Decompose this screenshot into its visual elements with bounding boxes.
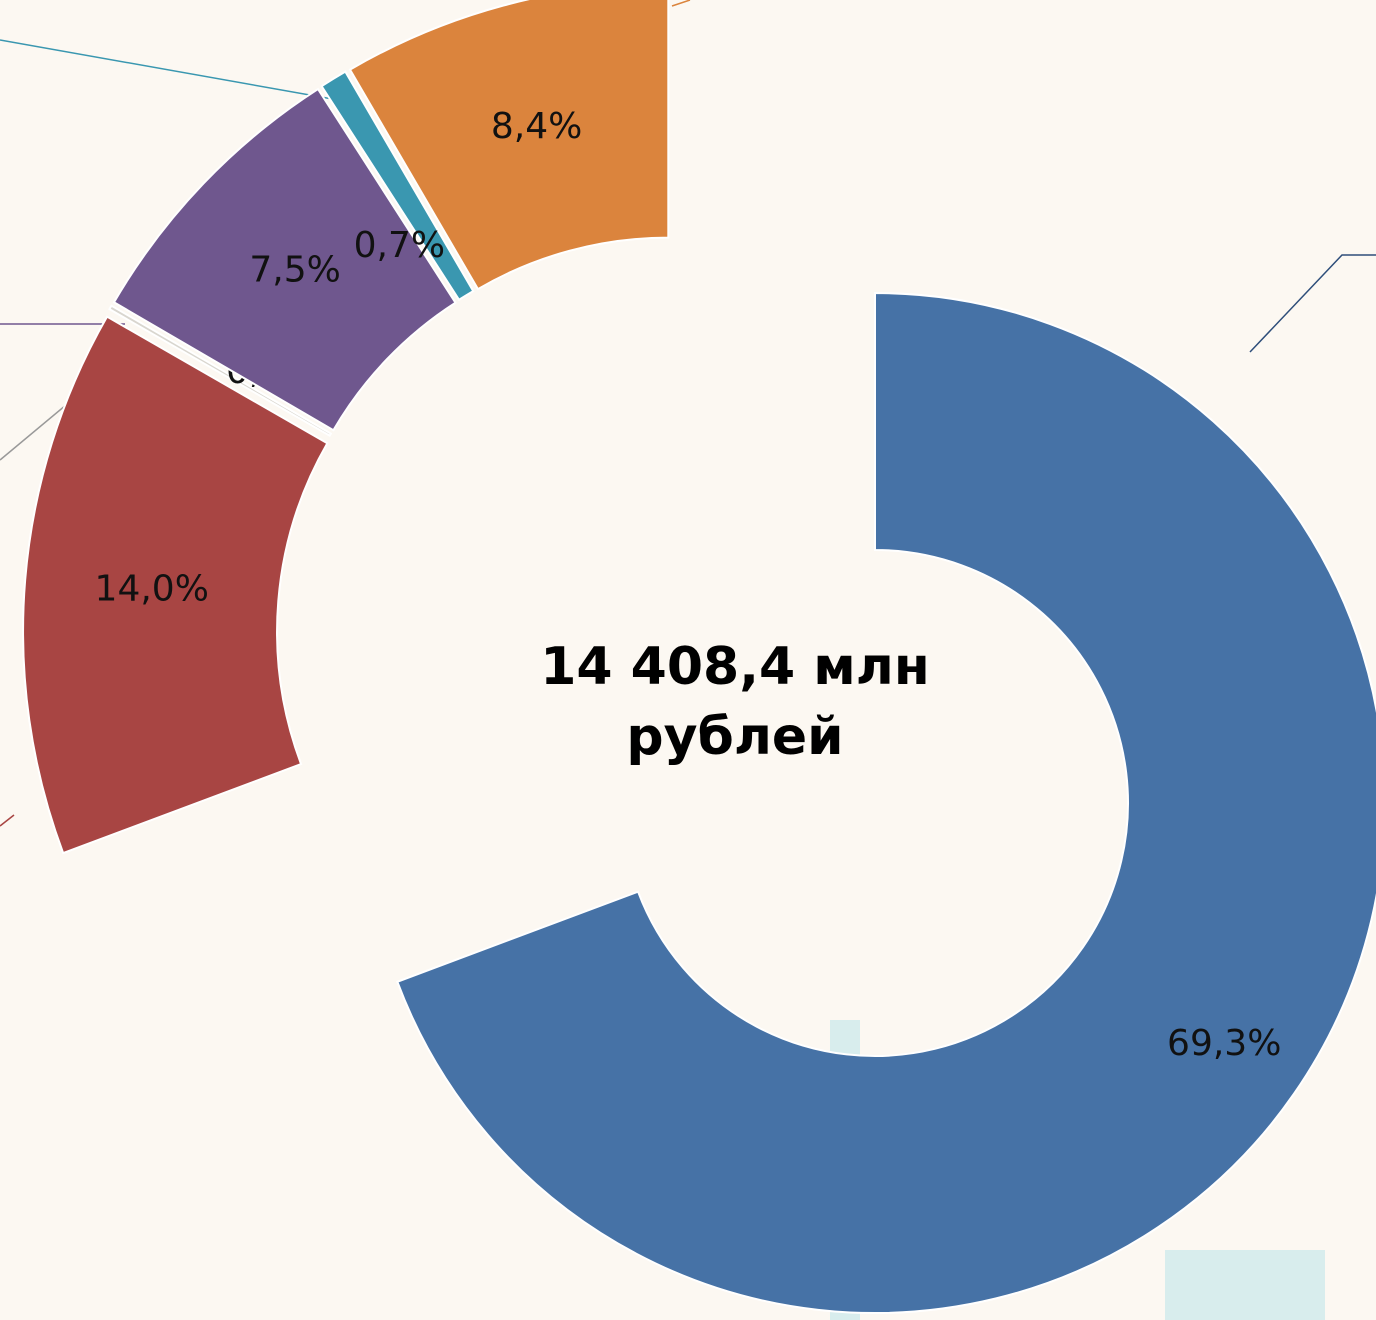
data-label: 14,0% [95, 568, 209, 609]
data-label: 8,4% [491, 106, 582, 147]
leader-line [1249, 254, 1376, 353]
leader-line [0, 814, 15, 827]
donut-segment [396, 291, 1376, 1314]
data-label: 69,3% [1167, 1023, 1281, 1064]
leader-line [671, 0, 691, 7]
leader-line [0, 39, 339, 101]
data-label: 0,7% [354, 225, 445, 266]
donut-segment [112, 87, 457, 432]
data-label: 7,5% [249, 249, 340, 290]
center-total: 14 408,4 млн рублей [540, 637, 930, 767]
donut-segment [108, 304, 333, 438]
donut-segment [348, 0, 670, 291]
donut-segment [22, 315, 329, 855]
donut-segment [320, 70, 475, 302]
bg-building [1165, 1250, 1325, 1320]
